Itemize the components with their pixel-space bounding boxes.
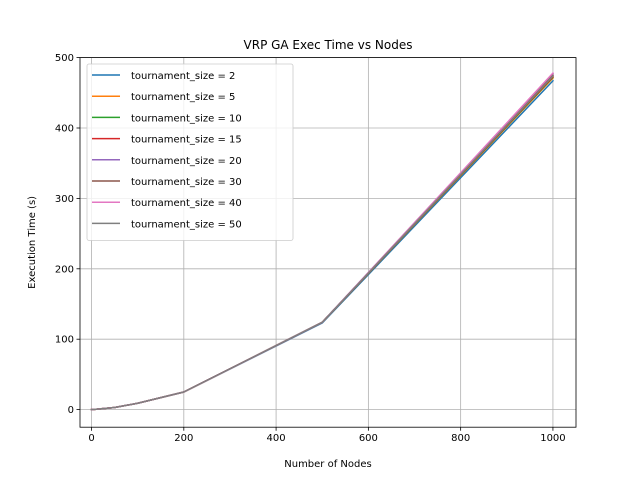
legend: tournament_size = 2 tournament_size = 5 to… <box>86 63 294 241</box>
x-tick-label: 400 <box>267 433 286 444</box>
legend-label: tournament_size = 2 <box>131 71 235 82</box>
legend-label: tournament_size = 10 <box>131 113 242 124</box>
y-tick-label: 500 <box>55 53 74 64</box>
x-tick-label: 200 <box>174 433 193 444</box>
legend-label: tournament_size = 40 <box>131 198 242 209</box>
x-tick-label: 800 <box>451 433 470 444</box>
x-axis-ticks: 0 200 400 600 800 1000 <box>88 427 566 444</box>
y-axis-label: Execution Time (s) <box>27 196 38 289</box>
series-line-7 <box>90 74 554 411</box>
x-axis-label: Number of Nodes <box>284 459 371 470</box>
legend-label: tournament_size = 30 <box>131 177 242 188</box>
legend-label: tournament_size = 5 <box>131 92 235 103</box>
x-tick-label: 600 <box>359 433 378 444</box>
y-tick-label: 100 <box>55 335 74 346</box>
x-tick-label: 0 <box>88 433 94 444</box>
y-tick-label: 400 <box>55 124 74 135</box>
plot-frame <box>79 57 577 428</box>
chart-title: VRP GA Exec Time vs Nodes <box>244 38 413 52</box>
series-lines <box>90 72 554 411</box>
y-tick-label: 200 <box>55 264 74 275</box>
x-tick-label: 1000 <box>540 433 565 444</box>
legend-label: tournament_size = 15 <box>131 135 242 146</box>
legend-label: tournament_size = 20 <box>131 156 242 167</box>
y-tick-label: 300 <box>55 194 74 205</box>
legend-box <box>86 63 294 241</box>
y-tick-label: 0 <box>68 405 74 416</box>
legend-label: tournament_size = 50 <box>131 219 242 230</box>
y-axis-ticks: 0 100 200 300 400 500 <box>55 53 80 416</box>
